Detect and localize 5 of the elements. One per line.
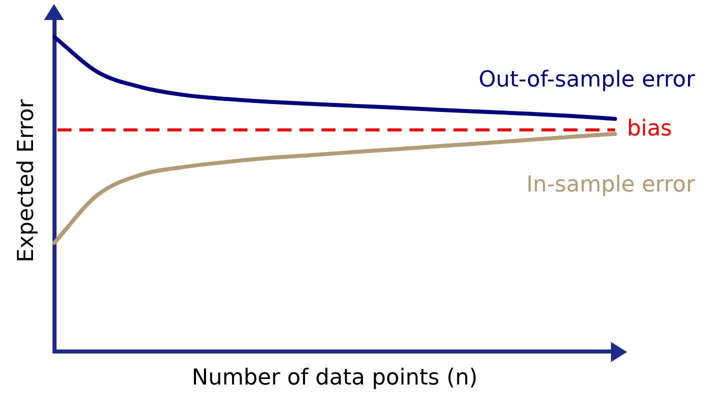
series-label: Out-of-sample error [478,68,696,93]
series-label: In-sample error [526,172,696,198]
x-axis-title: Number of data points (n) [192,366,478,391]
ref-line-label: bias [627,116,672,142]
y-axis-title: Expected Error [14,98,39,262]
